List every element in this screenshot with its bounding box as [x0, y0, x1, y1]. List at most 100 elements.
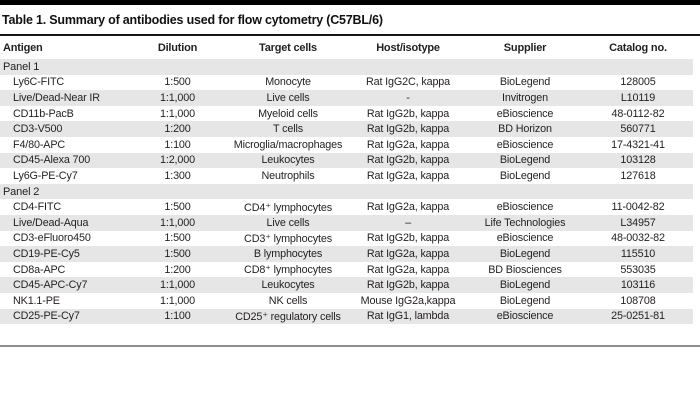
cell-supplier: BioLegend — [499, 76, 551, 89]
cell-catalog-no: 48-0112-82 — [611, 107, 665, 120]
cell-catalog-no: 103128 — [620, 154, 656, 167]
cell-catalog-no: 560771 — [620, 123, 656, 136]
cell-antigen: Ly6G-PE-Cy7 — [13, 169, 78, 182]
cell-target-cells: Microglia/macrophages — [233, 138, 343, 151]
cell-target-cells: CD3⁺ lymphocytes — [244, 232, 332, 245]
panel-label: Panel 2 — [3, 185, 40, 198]
cell-supplier: BioLegend — [499, 279, 551, 292]
cell-host-isotype: Rat IgG1, lambda — [366, 310, 450, 323]
table-row: CD45-APC-Cy7 1:1,000 Leukocytes Rat IgG2b, … — [0, 277, 693, 293]
cell-catalog-no: L10119 — [620, 91, 656, 104]
cell-dilution: 1:500 — [164, 201, 191, 214]
cell-catalog-no: 108708 — [620, 294, 656, 307]
cell-catalog-no: 115510 — [620, 247, 656, 260]
cell-catalog-no: 127618 — [620, 169, 656, 182]
cell-host-isotype: - — [406, 91, 410, 104]
cell-supplier: BioLegend — [499, 247, 551, 260]
cell-antigen: CD25-PE-Cy7 — [13, 310, 80, 323]
cell-antigen: CD19-PE-Cy5 — [13, 247, 80, 260]
table-row: CD3-eFluoro450 1:500 CD3⁺ lymphocytes Rat I… — [0, 231, 693, 247]
cell-target-cells: CD8⁺ lymphocytes — [244, 264, 332, 277]
cell-host-isotype: Rat IgG2b, kappa — [366, 279, 450, 292]
table-row: CD4-FITC 1:500 CD4⁺ lymphocytes Rat IgG2a, … — [0, 199, 693, 215]
cell-catalog-no: 128005 — [620, 76, 656, 89]
cell-catalog-no: 11-0042-82 — [611, 201, 665, 214]
cell-host-isotype: Rat IgG2a, kappa — [366, 169, 450, 182]
cell-host-isotype: Rat IgG2C, kappa — [365, 76, 451, 89]
table-row: CD3-V500 1:200 T cells Rat IgG2b, kappa BD H… — [0, 121, 693, 137]
cell-antigen: CD3-V500 — [13, 123, 63, 136]
cell-dilution: 1:2,000 — [160, 154, 195, 167]
cell-dilution: 1:200 — [164, 263, 191, 276]
column-header-target-cells: Target cells — [259, 41, 317, 54]
cell-supplier: BD Horizon — [498, 123, 552, 136]
cell-host-isotype: Rat IgG2a, kappa — [366, 247, 450, 260]
cell-dilution: 1:500 — [164, 76, 191, 89]
panel-row: Panel 1 — [0, 59, 693, 75]
table-row: CD8a-APC 1:200 CD8⁺ lymphocytes Rat IgG2a, … — [0, 262, 693, 278]
bottom-rule — [0, 345, 700, 348]
column-header-catalog-no: Catalog no. — [609, 41, 667, 54]
cell-dilution: 1:500 — [164, 247, 191, 260]
table-title: Table 1. Summary of antibodies used for … — [2, 13, 383, 27]
table-row: CD45-Alexa 700 1:2,000 Leukocytes Rat IgG2b… — [0, 152, 693, 169]
cell-supplier: eBioscience — [496, 107, 554, 120]
cell-target-cells: Live cells — [266, 216, 310, 229]
cell-antigen: Ly6C-FITC — [13, 76, 65, 89]
table-row: CD19-PE-Cy5 1:500 B lymphocytes Rat IgG2a, … — [0, 246, 693, 262]
cell-host-isotype: Rat IgG2a, kappa — [366, 201, 450, 214]
table-row: F4/80-APC 1:100 Microglia/macrophages Rat I… — [0, 137, 693, 153]
cell-dilution: 1:1,000 — [160, 216, 195, 229]
cell-host-isotype: – — [405, 216, 411, 229]
cell-host-isotype: Rat IgG2a, kappa — [366, 138, 450, 151]
cell-antigen: CD8a-APC — [13, 263, 66, 276]
cell-antigen: CD11b-PacB — [13, 107, 74, 120]
cell-antigen: CD45-Alexa 700 — [13, 154, 91, 167]
table-row: Live/Dead-Near IR 1:1,000 Live cells - Invit… — [0, 90, 693, 106]
cell-target-cells: NK cells — [268, 294, 308, 307]
cell-target-cells: Myeloid cells — [258, 107, 318, 120]
column-header-antigen: Antigen — [3, 41, 43, 54]
cell-antigen: CD45-APC-Cy7 — [13, 279, 88, 292]
cell-target-cells: CD25⁺ regulatory cells — [235, 310, 341, 323]
cell-host-isotype: Rat IgG2b, kappa — [366, 107, 450, 120]
cell-catalog-no: 48-0032-82 — [611, 232, 665, 245]
cell-supplier: eBioscience — [496, 138, 554, 151]
cell-antigen: F4/80-APC — [13, 138, 66, 151]
cell-host-isotype: Rat IgG2b, kappa — [366, 232, 450, 245]
top-rule-bar — [0, 0, 700, 5]
cell-catalog-no: 17-4321-41 — [611, 138, 665, 151]
cell-supplier: Life Technologies — [484, 216, 566, 229]
cell-target-cells: B lymphocytes — [253, 247, 323, 260]
cell-dilution: 1:1,000 — [160, 279, 195, 292]
cell-dilution: 1:100 — [164, 310, 191, 323]
cell-supplier: eBioscience — [496, 232, 554, 245]
cell-antigen: Live/Dead-Aqua — [13, 216, 89, 229]
cell-antigen: NK1.1-PE — [13, 294, 60, 307]
cell-target-cells: Leukocytes — [261, 279, 315, 292]
cell-target-cells: Neutrophils — [261, 169, 315, 182]
cell-target-cells: CD4⁺ lymphocytes — [244, 201, 332, 214]
cell-catalog-no: 25-0251-81 — [611, 310, 665, 323]
cell-supplier: eBioscience — [496, 310, 554, 323]
cell-supplier: BD Biosciences — [488, 263, 562, 276]
antibody-table: Antigen Dilution Target cells Host/isoty… — [0, 36, 693, 325]
cell-antigen: CD3-eFluoro450 — [13, 232, 91, 245]
column-header-dilution: Dilution — [157, 41, 198, 54]
cell-catalog-no: 553035 — [620, 263, 656, 276]
table-row: Ly6C-FITC 1:500 Monocyte Rat IgG2C, kappa Bi… — [0, 75, 693, 91]
cell-dilution: 1:1,000 — [160, 107, 195, 120]
cell-supplier: eBioscience — [496, 201, 554, 214]
cell-catalog-no: 103116 — [620, 279, 656, 292]
cell-antigen: Live/Dead-Near IR — [13, 91, 100, 104]
cell-target-cells: T cells — [273, 123, 303, 136]
cell-host-isotype: Rat IgG2b, kappa — [366, 123, 450, 136]
column-header-host-isotype: Host/isotype — [376, 41, 440, 54]
panel-row: Panel 2 — [0, 183, 693, 200]
table-header-row: Antigen Dilution Target cells Host/isoty… — [0, 36, 693, 59]
cell-host-isotype: Rat IgG2a, kappa — [366, 263, 450, 276]
cell-host-isotype: Rat IgG2b, kappa — [366, 154, 450, 167]
table-row: Ly6G-PE-Cy7 1:300 Neutrophils Rat IgG2a, ka… — [0, 168, 693, 184]
cell-dilution: 1:200 — [164, 123, 191, 136]
